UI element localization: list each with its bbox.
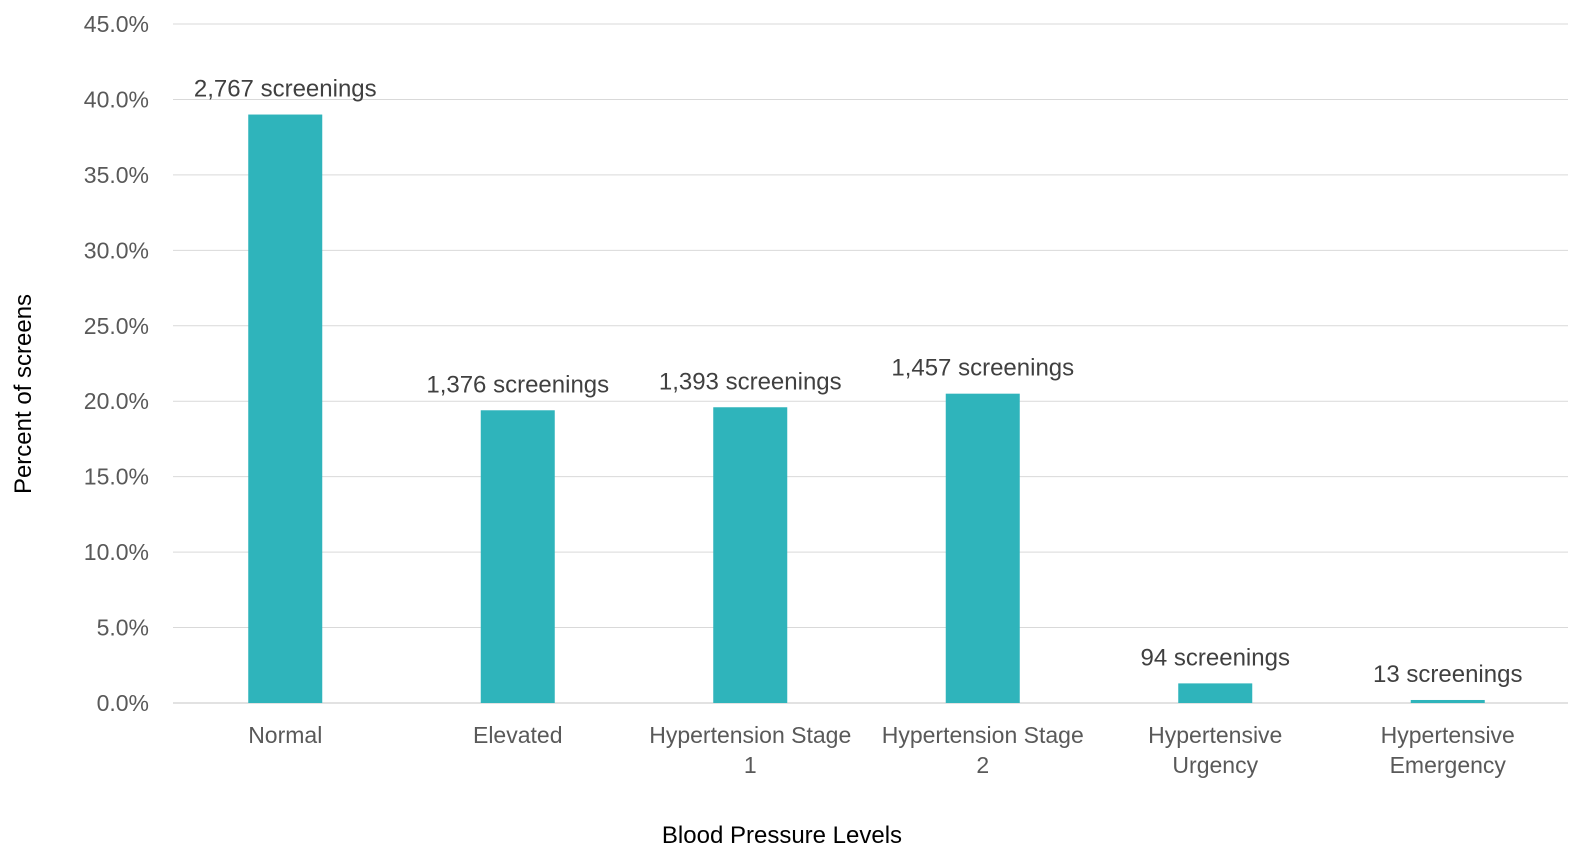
x-tick-label: Hypertensive Urgency xyxy=(1148,722,1282,778)
y-axis-title: Percent of screens xyxy=(10,294,37,494)
y-tick-label: 25.0% xyxy=(84,313,149,339)
data-label: 1,376 screenings xyxy=(426,371,609,398)
data-label: 1,457 screenings xyxy=(891,355,1074,382)
x-tick-label-line: Urgency xyxy=(1172,752,1258,778)
bar xyxy=(1178,683,1253,703)
y-tick-label: 30.0% xyxy=(84,237,149,263)
x-axis-categories: Normal Elevated Hypertension Stage 1Hyperte… xyxy=(248,722,1515,778)
y-tick-label: 15.0% xyxy=(84,464,149,490)
bar xyxy=(945,393,1020,703)
y-axis-ticks: 0.0% 5.0% 10.0% 15.0% 20.0% 25.0% 30.0% 35.0% 40… xyxy=(84,11,149,716)
bar xyxy=(1410,699,1485,703)
y-tick-label: 40.0% xyxy=(84,86,149,112)
x-tick-label-line: Normal xyxy=(248,722,322,748)
bar xyxy=(480,410,555,703)
data-label: 2,767 screenings xyxy=(194,76,377,103)
data-label: 94 screenings xyxy=(1141,644,1290,671)
y-tick-label: 5.0% xyxy=(97,615,149,641)
x-tick-label-line: Hypertension Stage xyxy=(882,722,1084,748)
x-tick-label-line: Elevated xyxy=(473,722,563,748)
x-tick-label: Hypertension Stage 2 xyxy=(882,722,1084,778)
y-tick-label: 20.0% xyxy=(84,388,149,414)
x-tick-label-line: Hypertension Stage xyxy=(649,722,851,748)
x-tick-label: Normal xyxy=(248,722,322,748)
bars xyxy=(248,114,1485,704)
x-tick-label: Hypertension Stage 1 xyxy=(649,722,851,778)
data-label: 13 screenings xyxy=(1373,661,1522,688)
x-tick-label-line: 2 xyxy=(976,752,989,778)
data-label: 1,393 screenings xyxy=(659,368,842,395)
x-tick-label: Elevated xyxy=(473,722,563,748)
x-tick-label-line: Hypertensive xyxy=(1148,722,1282,748)
x-tick-label-line: Emergency xyxy=(1390,752,1507,778)
bar xyxy=(713,407,788,703)
data-labels: 2,767 screenings 1,376 screenings 1,393 sc… xyxy=(194,76,1523,688)
y-tick-label: 35.0% xyxy=(84,162,149,188)
x-tick-label-line: 1 xyxy=(744,752,757,778)
gridlines xyxy=(173,23,1568,704)
x-axis-title: Blood Pressure Levels xyxy=(662,822,902,849)
x-tick-label-line: Hypertensive xyxy=(1381,722,1515,748)
y-tick-label: 10.0% xyxy=(84,539,149,565)
y-tick-label: 0.0% xyxy=(97,690,149,716)
x-tick-label: Hypertensive Emergency xyxy=(1381,722,1515,778)
y-tick-label: 45.0% xyxy=(84,11,149,37)
bar xyxy=(248,114,323,704)
